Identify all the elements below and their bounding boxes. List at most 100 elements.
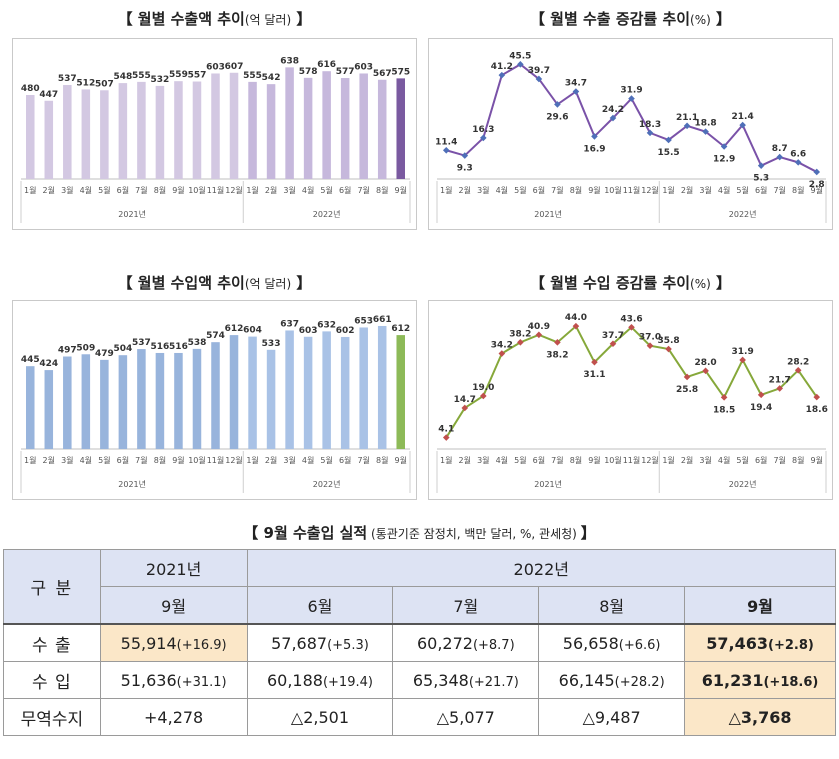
data-label: 638 bbox=[280, 56, 299, 66]
data-label: 35.8 bbox=[657, 336, 679, 346]
bar bbox=[44, 100, 54, 179]
header-month: 6월 bbox=[246, 586, 394, 625]
import-growth-chart-title: 【 월별 수입 증감률 추이(%) 】 bbox=[428, 272, 833, 293]
x-tick-label: 1월 bbox=[662, 455, 674, 465]
cell-value: 55,914 bbox=[120, 633, 177, 653]
x-tick-label: 9월 bbox=[395, 185, 407, 195]
group-label: 2022년 bbox=[313, 209, 341, 219]
x-tick-label: 4월 bbox=[718, 185, 730, 195]
data-label: 603 bbox=[299, 326, 318, 336]
bar bbox=[100, 90, 109, 179]
import-amount-chart: 1월 2월 3월 4월 5월 6월 7월 8월 9월 10월 11월 12월 1월 2월 3월 4월 5월 6월 7… bbox=[12, 300, 417, 500]
data-label: 555 bbox=[132, 71, 151, 81]
x-tick-label: 5월 bbox=[98, 455, 110, 465]
x-tick-label: 11월 bbox=[623, 455, 641, 465]
cell-value: 61,231 bbox=[701, 670, 764, 690]
data-label: 18.3 bbox=[639, 120, 661, 130]
x-tick-label: 1월 bbox=[246, 185, 258, 195]
data-label: 21.4 bbox=[732, 112, 754, 122]
x-tick-label: 8월 bbox=[154, 185, 166, 195]
bar bbox=[248, 81, 257, 179]
table-header-row-years: 구 분 2021년 2022년 bbox=[3, 549, 837, 625]
data-label: 34.2 bbox=[491, 341, 513, 351]
data-label: 507 bbox=[95, 79, 114, 89]
x-tick-label: 8월 bbox=[154, 455, 166, 465]
cell-value: 51,636 bbox=[120, 670, 177, 690]
cell-value: 60,188 bbox=[266, 670, 323, 690]
cell-value: 66,145 bbox=[558, 670, 615, 690]
table-title-text: 【 9월 수출입 실적 bbox=[243, 524, 368, 542]
bar bbox=[174, 81, 183, 179]
x-tick-label: 5월 bbox=[736, 185, 748, 195]
x-tick-label: 8월 bbox=[376, 185, 388, 195]
data-label: 532 bbox=[151, 75, 170, 85]
x-tick-label: 3월 bbox=[61, 455, 73, 465]
data-point bbox=[739, 121, 746, 129]
data-label: 31.9 bbox=[620, 86, 642, 96]
data-label: 34.7 bbox=[565, 79, 587, 89]
x-tick-label: 8월 bbox=[792, 185, 804, 195]
data-label: 497 bbox=[58, 346, 77, 356]
x-tick-label: 3월 bbox=[477, 455, 489, 465]
x-tick-label: 9월 bbox=[588, 455, 600, 465]
table-cell-current: 61,231(+18.6) bbox=[684, 661, 836, 699]
data-label: 516 bbox=[169, 342, 188, 352]
title-text: 【 월별 수입 증감률 추이 bbox=[529, 274, 691, 292]
table-cell: 51,636(+31.1) bbox=[99, 661, 248, 699]
cell-value: 57,687 bbox=[271, 633, 328, 653]
table-cell: 65,348(+21.7) bbox=[392, 661, 540, 699]
data-point bbox=[572, 322, 580, 330]
data-point bbox=[517, 61, 524, 68]
data-point bbox=[683, 122, 691, 130]
row-label: 수 출 bbox=[3, 623, 101, 662]
bar bbox=[377, 79, 387, 179]
x-tick-label: 11월 bbox=[207, 185, 225, 195]
header-month: 8월 bbox=[538, 586, 686, 625]
bar bbox=[340, 78, 350, 179]
import-amount-chart-title: 【 월별 수입액 추이(억 달러) 】 bbox=[12, 272, 417, 293]
x-tick-label: 8월 bbox=[376, 455, 388, 465]
bar bbox=[155, 85, 165, 179]
export-amount-chart: 1월 2월 3월 4월 5월 6월 7월 8월 9월 10월 11월 12월 1월 2월 3월 4월 5월 6월 7… bbox=[12, 38, 417, 230]
import-growth-svg: 1월 2월 3월 4월 5월 6월 7월 8월 9월 10월 11월 12월 1월 2월 3월 4월 5월 6월 7… bbox=[436, 313, 828, 493]
cell-change: (+18.6) bbox=[763, 674, 819, 690]
data-point bbox=[720, 143, 728, 150]
bar bbox=[211, 342, 220, 449]
x-tick-label: 3월 bbox=[699, 185, 711, 195]
x-tick-label: 5월 bbox=[98, 185, 110, 195]
table-header-row-months: 9월 6월 7월 8월 9월 bbox=[4, 586, 836, 625]
x-tick-label: 8월 bbox=[570, 185, 582, 195]
x-tick-label: 9월 bbox=[172, 185, 184, 195]
bar bbox=[26, 366, 35, 449]
group-label: 2022년 bbox=[729, 209, 757, 219]
x-tick-label: 7월 bbox=[135, 185, 147, 195]
table-cell-current: 57,463(+2.8) bbox=[684, 623, 836, 662]
x-tick-label: 6월 bbox=[533, 185, 545, 195]
data-label: 538 bbox=[188, 338, 207, 348]
table-cell: 56,658(+6.6) bbox=[538, 623, 686, 662]
data-label: 603 bbox=[354, 62, 373, 72]
bar bbox=[137, 81, 146, 179]
bar bbox=[174, 352, 183, 449]
cell-change: (+21.7) bbox=[468, 674, 519, 690]
data-point bbox=[702, 128, 709, 135]
x-tick-label: 11월 bbox=[623, 185, 641, 195]
x-tick-label: 6월 bbox=[339, 455, 351, 465]
data-label: 25.8 bbox=[676, 385, 698, 395]
title-end: 】 bbox=[291, 10, 312, 28]
data-label: 577 bbox=[336, 67, 355, 77]
data-label: 21.7 bbox=[769, 375, 791, 385]
bar bbox=[81, 89, 91, 179]
data-label: 15.5 bbox=[657, 148, 679, 158]
cell-change: (+8.7) bbox=[472, 637, 515, 653]
data-label: 424 bbox=[39, 359, 58, 369]
data-label: 612 bbox=[391, 324, 410, 334]
cell-value: △2,501 bbox=[290, 707, 350, 727]
bar bbox=[377, 325, 387, 449]
data-label: 542 bbox=[262, 73, 281, 83]
bar bbox=[100, 359, 109, 449]
data-label: 616 bbox=[317, 60, 336, 70]
bar bbox=[118, 83, 128, 179]
data-point bbox=[757, 391, 765, 399]
data-label: 637 bbox=[280, 319, 299, 329]
